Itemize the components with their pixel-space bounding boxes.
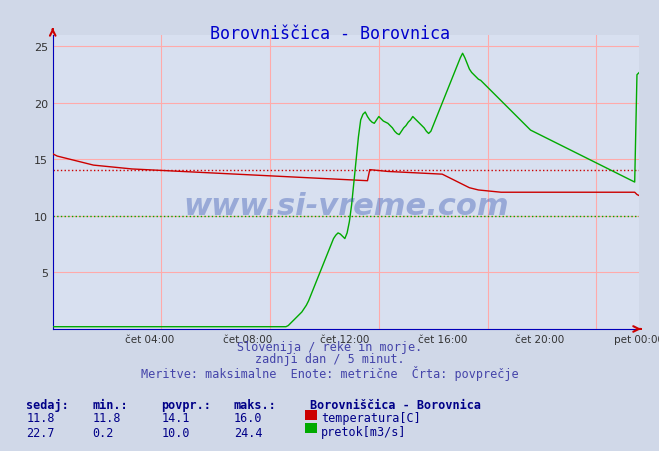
Text: povpr.:: povpr.: (161, 398, 212, 411)
Text: 16.0: 16.0 (234, 411, 262, 424)
Bar (305, 423, 317, 433)
Text: www.si-vreme.com: www.si-vreme.com (183, 192, 509, 221)
Text: sedaj:: sedaj: (26, 398, 69, 411)
Text: 22.7: 22.7 (26, 426, 55, 439)
Text: maks.:: maks.: (234, 398, 277, 411)
Text: Meritve: maksimalne  Enote: metrične  Črta: povprečje: Meritve: maksimalne Enote: metrične Črta… (140, 365, 519, 380)
Text: Borovniščica - Borovnica: Borovniščica - Borovnica (210, 25, 449, 43)
Text: Borovniščica - Borovnica: Borovniščica - Borovnica (310, 398, 480, 411)
Text: 14.1: 14.1 (161, 411, 190, 424)
Text: 0.2: 0.2 (92, 426, 113, 439)
Text: pretok[m3/s]: pretok[m3/s] (321, 425, 407, 438)
Bar (305, 410, 317, 420)
Text: 11.8: 11.8 (26, 411, 55, 424)
Text: 10.0: 10.0 (161, 426, 190, 439)
Text: 11.8: 11.8 (92, 411, 121, 424)
Text: zadnji dan / 5 minut.: zadnji dan / 5 minut. (254, 353, 405, 366)
Text: temperatura[C]: temperatura[C] (321, 411, 420, 424)
Text: Slovenija / reke in morje.: Slovenija / reke in morje. (237, 341, 422, 354)
Text: 24.4: 24.4 (234, 426, 262, 439)
Text: min.:: min.: (92, 398, 128, 411)
